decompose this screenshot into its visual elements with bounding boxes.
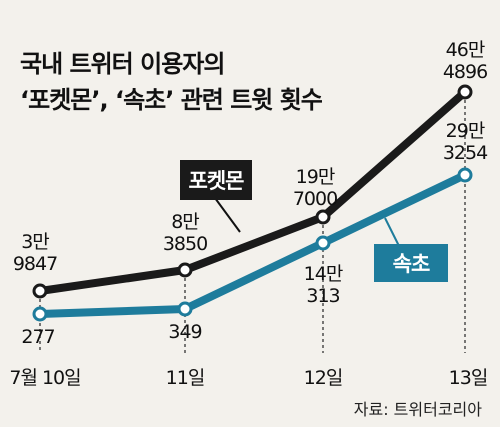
- point-1-3: [457, 167, 473, 183]
- data-label-pokemon-0-1: 9847: [13, 253, 57, 275]
- point-0-1: [177, 262, 193, 278]
- point-0-0: [32, 283, 48, 299]
- series-line-0: [36, 88, 469, 295]
- data-label-pokemon-0-0: 3만: [21, 231, 49, 253]
- point-0-2: [315, 209, 331, 225]
- point-1-0: [32, 306, 48, 322]
- legend-box-pokemon: [180, 160, 252, 200]
- data-label-sokcho-3-0: 29만: [446, 120, 485, 142]
- x-tick-label-2: 12일: [304, 367, 343, 389]
- point-0-3: [457, 84, 473, 100]
- legend-box-sokcho: [374, 244, 448, 282]
- chart-title-line1: 국내 트위터 이용자의: [20, 50, 225, 78]
- series-line-1: [36, 171, 469, 318]
- data-label-pokemon-2-0: 19만: [296, 166, 335, 188]
- legend-label-sokcho: 속초: [393, 252, 430, 276]
- data-label-sokcho-2-0: 14만: [304, 263, 343, 285]
- chart-title-line2: ‘포켓몬’, ‘속초’ 관련 트윗 횟수: [20, 86, 323, 114]
- x-tick-label-1: 11일: [166, 367, 205, 389]
- data-label-sokcho-3-1: 3254: [443, 142, 488, 164]
- data-label-pokemon-1-0: 8만: [171, 211, 199, 233]
- data-label-sokcho-0-0: 277: [21, 326, 54, 348]
- data-label-pokemon-2-1: 7000: [293, 188, 337, 210]
- data-label-pokemon-1-1: 3850: [163, 233, 207, 255]
- data-label-pokemon-3-0: 46만: [446, 39, 485, 61]
- point-1-1: [177, 301, 193, 317]
- data-label-pokemon-3-1: 4896: [443, 61, 487, 83]
- data-label-sokcho-1-0: 349: [168, 321, 201, 343]
- x-tick-label-0: 7월 10일: [9, 367, 80, 389]
- x-tick-label-3: 13일: [449, 367, 488, 389]
- legend-pointer-sokcho: [384, 217, 401, 249]
- point-1-2: [315, 235, 331, 251]
- legend-pointer-pokemon: [214, 197, 241, 233]
- legend-label-pokemon: 포켓몬: [189, 169, 245, 193]
- source-note: 자료: 트위터코리아: [353, 400, 482, 419]
- data-label-sokcho-2-1: 313: [306, 285, 339, 307]
